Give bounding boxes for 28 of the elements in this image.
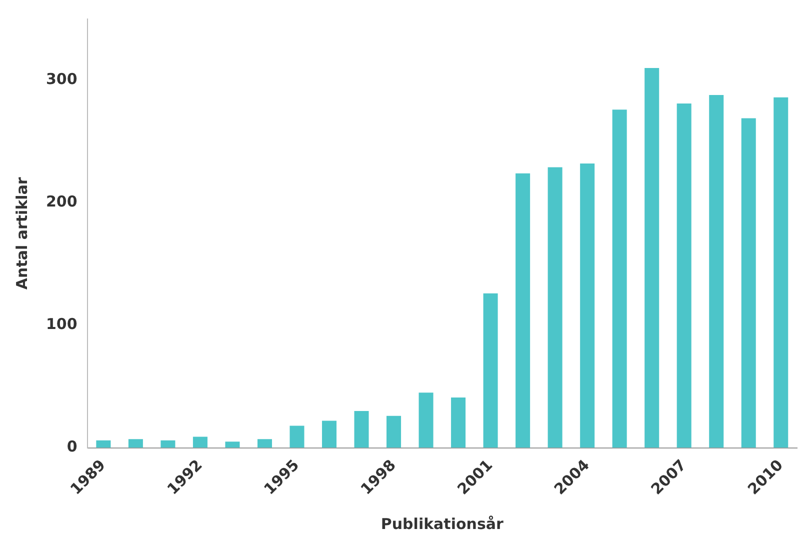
bar: [96, 440, 111, 448]
bar: [128, 439, 143, 448]
bar: [257, 439, 272, 448]
bar: [225, 442, 240, 448]
bar: [290, 426, 304, 448]
bar: [386, 416, 402, 448]
y-axis-title: Antal artiklar: [12, 176, 31, 290]
bar: [709, 94, 724, 448]
bar: [418, 392, 434, 448]
bar: [322, 420, 337, 448]
bar: [516, 173, 530, 448]
bar: [354, 411, 369, 448]
bar: [644, 68, 660, 448]
y-tick-label: 0: [66, 438, 78, 456]
bar: [160, 440, 176, 448]
bar: [676, 104, 692, 448]
bar: [741, 118, 756, 448]
bar: [612, 110, 627, 448]
y-tick-label: 100: [46, 315, 78, 334]
bar: [580, 164, 595, 448]
bar: [192, 436, 208, 448]
bar: [548, 167, 562, 448]
x-axis-title: Publikationsår: [380, 514, 504, 533]
bar: [774, 97, 788, 448]
bar: [451, 398, 466, 448]
bar: [483, 293, 498, 448]
y-tick-label: 300: [46, 70, 78, 88]
y-tick-label: 200: [46, 192, 78, 211]
